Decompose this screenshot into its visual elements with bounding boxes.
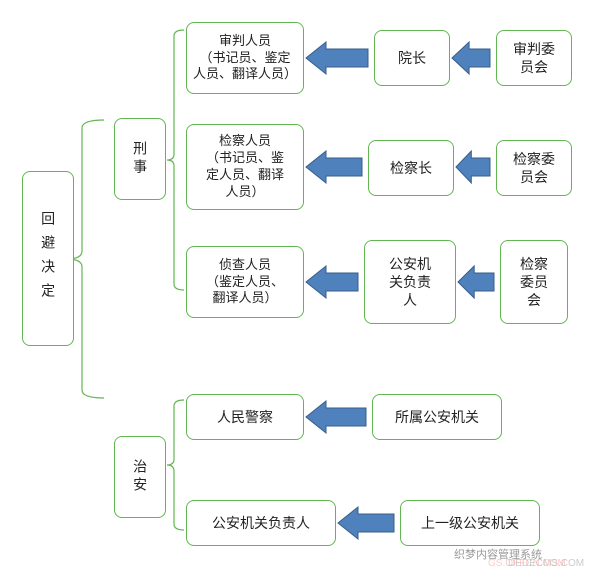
node-xs_r1_b: 院长	[374, 30, 450, 86]
node-za_r2_b: 上一级公安机关	[400, 500, 540, 546]
node-cat_za: 治安	[114, 436, 166, 518]
arrow	[306, 151, 362, 183]
node-xs_r1_a: 审判人员 （书记员、鉴定 人员、翻译人员）	[186, 22, 304, 94]
node-xs_r2_b: 检察长	[368, 140, 454, 196]
arrow	[306, 266, 358, 298]
arrow	[306, 401, 366, 433]
node-xs_r3_a: 侦查人员 （鉴定人员、 翻译人员）	[186, 246, 304, 318]
node-xs_r3_b: 公安机 关负责 人	[364, 240, 456, 324]
arrow	[458, 266, 494, 298]
node-xs_r2_c: 检察委 员会	[496, 140, 572, 196]
node-xs_r1_c: 审判委 员会	[496, 30, 572, 86]
node-label: 回避决定	[39, 211, 57, 307]
arrow	[456, 151, 490, 183]
watermark: GS.OFFCN.COM	[488, 558, 566, 567]
node-xs_r3_c: 检察 委员 会	[500, 240, 568, 324]
bracket	[167, 30, 184, 290]
arrow	[306, 42, 368, 74]
node-xs_r2_a: 检察人员 （书记员、鉴 定人员、翻译 人员）	[186, 124, 304, 210]
node-root: 回避决定	[22, 171, 74, 346]
arrow	[452, 42, 490, 74]
node-label: 治安	[131, 459, 149, 495]
node-label: 刑事	[131, 141, 149, 177]
node-cat_xs: 刑事	[114, 118, 166, 200]
arrow	[338, 507, 394, 539]
node-za_r2_a: 公安机关负责人	[186, 500, 336, 546]
node-za_r1_b: 所属公安机关	[372, 394, 502, 440]
bracket	[167, 400, 184, 530]
node-za_r1_a: 人民警察	[186, 394, 304, 440]
